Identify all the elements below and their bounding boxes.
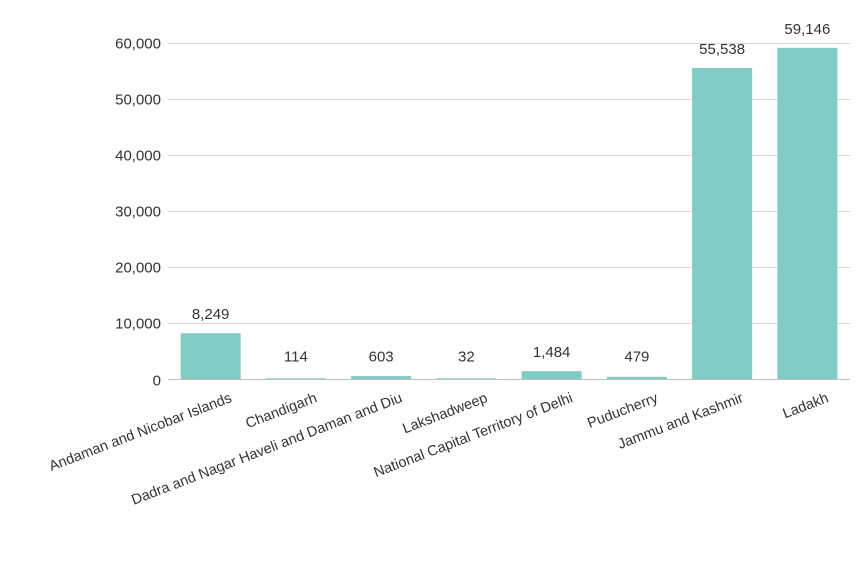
y-tick-label: 10,000 [115, 316, 161, 333]
bar [692, 68, 753, 380]
data-label: 8,249 [192, 306, 230, 323]
y-tick-labels: 0 10,000 20,000 30,000 40,000 50,000 60,000 [115, 36, 161, 390]
x-category-label: Andaman and Nicobar Islands [47, 390, 234, 475]
bar [777, 47, 838, 380]
data-labels: 8,249 114 603 32 1,484 479 55,538 59,146 [192, 21, 830, 366]
data-label: 32 [458, 349, 475, 366]
bar [436, 378, 497, 380]
y-tick-label: 20,000 [115, 260, 161, 277]
y-tick-label: 50,000 [115, 92, 161, 109]
bar [606, 376, 667, 380]
y-tick-label: 60,000 [115, 36, 161, 53]
x-category-labels: Andaman and Nicobar Islands ChandigarhDad… [47, 390, 831, 509]
x-category-label: Ladakh [781, 390, 831, 422]
bar [180, 333, 241, 380]
data-label: 1,484 [533, 344, 571, 361]
bar [265, 378, 326, 380]
data-label: 114 [284, 349, 308, 366]
data-label: 603 [369, 349, 394, 366]
bar [521, 371, 582, 380]
y-tick-label: 40,000 [115, 148, 161, 165]
data-label: 479 [624, 349, 649, 366]
y-tick-label: 30,000 [115, 204, 161, 221]
data-label: 55,538 [699, 41, 745, 58]
data-label: 59,146 [784, 21, 830, 38]
bars [180, 47, 838, 380]
y-tick-label: 0 [153, 373, 161, 390]
bar [351, 376, 412, 380]
